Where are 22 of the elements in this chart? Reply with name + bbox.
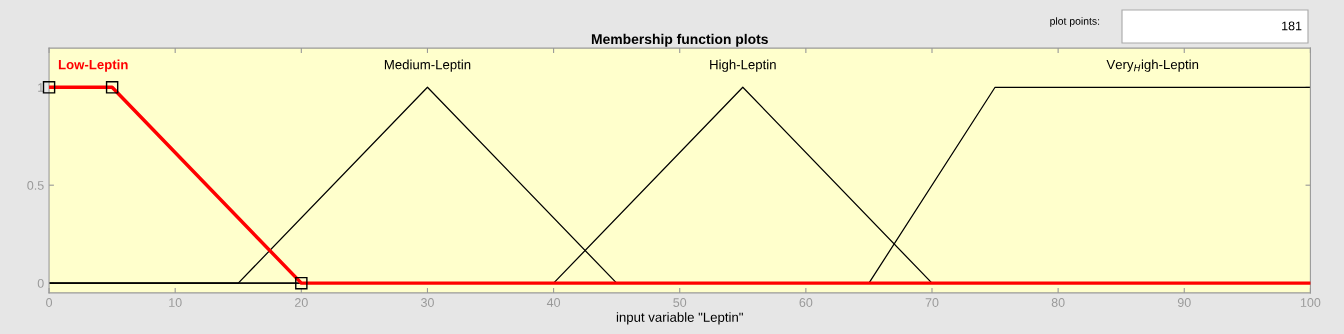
chart-title: Membership function plots	[591, 33, 768, 47]
x-tick-label: 90	[1177, 298, 1191, 307]
x-tick-label: 50	[673, 298, 687, 307]
x-tick-label: 30	[420, 298, 434, 307]
x-tick-label: 60	[799, 298, 813, 307]
x-tick-label: 80	[1051, 298, 1065, 307]
series-label: High-Leptin	[710, 59, 776, 72]
text: plot points:	[1050, 17, 1100, 27]
y-tick-label: 1	[38, 83, 44, 92]
text: 181	[1282, 21, 1302, 31]
x-tick-label: 100	[1300, 298, 1321, 307]
series-label: Very$_{H}$igh-Leptin	[1106, 59, 1199, 72]
x-tick-label: 40	[546, 298, 561, 307]
y-tick-label: 0.5	[27, 181, 44, 190]
x-tick-label: 20	[295, 298, 308, 307]
x-tick-label: 0	[46, 298, 53, 307]
x-tick-label: 10	[169, 298, 182, 307]
series-label: Medium-Leptin	[384, 59, 471, 72]
y-tick-label: 0	[37, 278, 44, 288]
series-label: Low-Leptin	[58, 59, 128, 72]
x-tick-label: 70	[925, 298, 939, 307]
x-axis-title: input variable "Leptin"	[616, 312, 743, 325]
